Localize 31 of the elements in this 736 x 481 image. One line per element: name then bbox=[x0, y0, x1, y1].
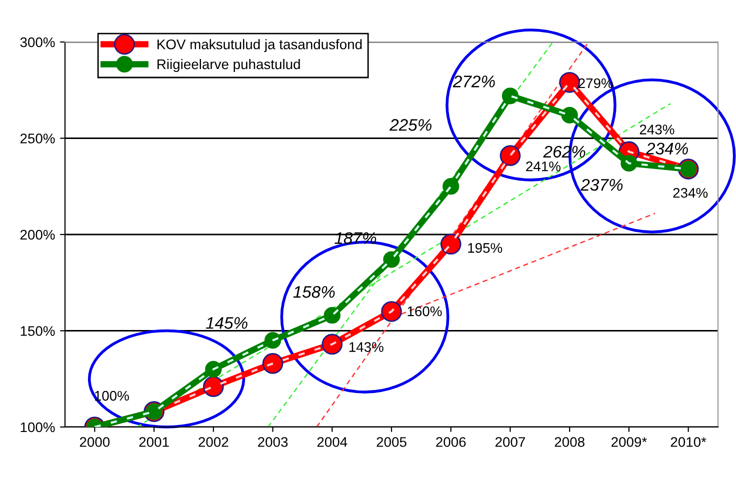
data-label: 272% bbox=[452, 76, 495, 88]
data-label: 195% bbox=[468, 243, 502, 253]
y-tick-label: 250% bbox=[20, 134, 55, 144]
x-tick-label: 2000 bbox=[80, 437, 110, 447]
x-tick-label: 2002 bbox=[198, 437, 228, 447]
data-label: 243% bbox=[640, 124, 674, 134]
x-tick-label: 2010* bbox=[670, 437, 706, 447]
x-tick-label: 2004 bbox=[317, 437, 348, 447]
data-label: 234% bbox=[646, 142, 688, 155]
x-tick-label: 2005 bbox=[376, 437, 406, 447]
y-tick-label: 200% bbox=[20, 230, 55, 240]
data-label: 160% bbox=[408, 306, 442, 316]
data-label: 225% bbox=[389, 119, 432, 131]
y-tick-label: 100% bbox=[20, 422, 55, 432]
data-label: 234% bbox=[673, 188, 708, 198]
x-tick-label: 2008 bbox=[554, 437, 584, 447]
y-tick-label: 150% bbox=[20, 326, 55, 336]
data-label: 241% bbox=[526, 161, 560, 172]
x-tick-label: 2007 bbox=[495, 437, 525, 447]
legend-label: Riigieelarve puhastulud bbox=[158, 58, 300, 72]
data-label: 143% bbox=[349, 342, 384, 352]
data-label: 100% bbox=[94, 390, 129, 401]
data-label: 145% bbox=[206, 317, 248, 329]
x-tick-label: 2006 bbox=[436, 437, 466, 447]
x-tick-label: 2003 bbox=[258, 437, 288, 447]
y-tick-label: 300% bbox=[20, 37, 55, 48]
data-label: 158% bbox=[293, 286, 335, 298]
x-tick-label: 2009* bbox=[612, 437, 647, 447]
legend-label: KOV maksutulud ja tasandusfond bbox=[158, 39, 362, 52]
x-tick-label: 2001 bbox=[139, 437, 169, 447]
data-label: 237% bbox=[580, 178, 623, 191]
